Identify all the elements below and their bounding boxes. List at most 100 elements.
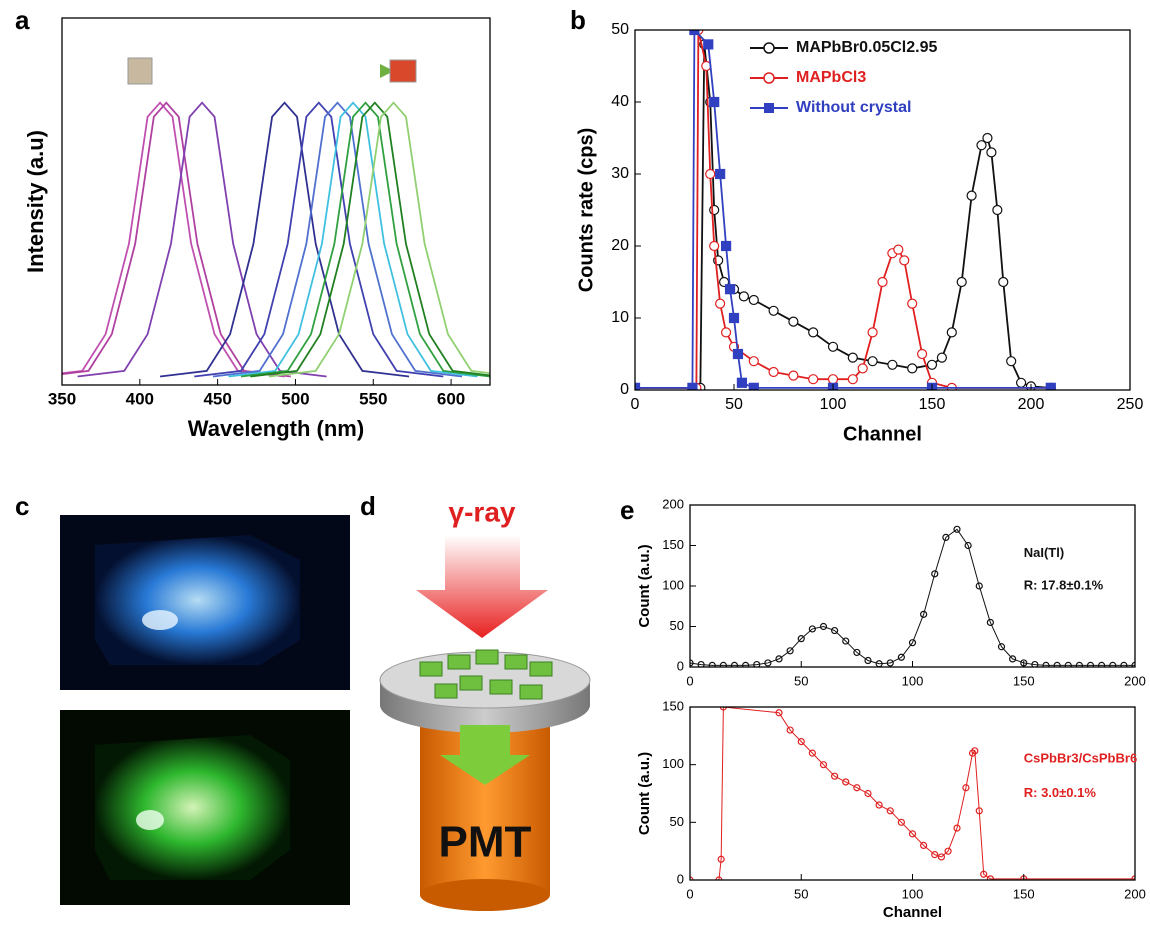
marker xyxy=(827,341,839,352)
legend-label: Without crystal xyxy=(796,99,911,116)
x-tick-label: 350 xyxy=(48,389,76,408)
y-tick-label: 200 xyxy=(662,496,684,511)
marker xyxy=(899,255,910,266)
x-tick-label: 400 xyxy=(126,389,154,408)
marker xyxy=(857,363,868,374)
marker xyxy=(797,635,805,643)
marker xyxy=(953,824,961,832)
y-tick-label: 30 xyxy=(611,165,629,182)
x-tick-label: 0 xyxy=(686,673,693,688)
marker xyxy=(728,312,740,324)
marker xyxy=(808,749,816,757)
annotation: R: 17.8±0.1% xyxy=(1024,577,1104,592)
marker xyxy=(877,276,888,288)
x-tick-label: 0 xyxy=(686,886,693,901)
series-line xyxy=(62,101,285,378)
marker xyxy=(867,327,878,338)
x-tick-label: 150 xyxy=(1013,886,1035,901)
marker xyxy=(968,749,977,757)
marker xyxy=(886,807,894,815)
marker xyxy=(942,533,950,542)
x-tick-label: 200 xyxy=(1124,673,1146,688)
plot-area xyxy=(635,30,1056,390)
panel-label: a xyxy=(15,5,30,35)
y-tick-label: 100 xyxy=(662,756,684,771)
x-tick-label: 450 xyxy=(203,389,231,408)
x-tick-label: 50 xyxy=(794,886,808,901)
marker xyxy=(819,622,828,631)
marker xyxy=(886,659,894,667)
marker xyxy=(920,841,928,850)
marker xyxy=(956,276,967,288)
y-tick-label: 0 xyxy=(677,871,684,886)
marker xyxy=(897,653,905,661)
marker xyxy=(831,626,839,635)
marker xyxy=(908,830,917,838)
x-axis-title: Channel xyxy=(843,423,922,445)
marker xyxy=(736,377,748,388)
axes-frame xyxy=(61,17,491,386)
x-tick-label: 500 xyxy=(281,389,309,408)
series-line xyxy=(159,101,410,378)
annotation: CsPbBr3/CsPbBr6 xyxy=(1024,750,1137,765)
y-tick-label: 50 xyxy=(670,618,684,633)
marker xyxy=(788,370,799,381)
detector-label: PMT xyxy=(439,818,532,867)
series-line xyxy=(690,528,1135,666)
marker xyxy=(720,240,732,252)
marker xyxy=(887,359,898,370)
marker xyxy=(1086,661,1095,667)
marker xyxy=(709,240,720,252)
marker xyxy=(1045,382,1056,390)
plot-area xyxy=(690,525,1135,667)
marker xyxy=(931,570,939,578)
marker xyxy=(864,656,872,665)
marker xyxy=(635,382,641,390)
photo-green xyxy=(60,710,350,905)
marker xyxy=(730,661,739,667)
marker xyxy=(1131,661,1135,667)
marker xyxy=(827,374,839,385)
marker xyxy=(753,660,761,667)
x-tick-label: 600 xyxy=(437,389,465,408)
marker xyxy=(709,204,720,216)
y-tick-label: 50 xyxy=(611,21,629,38)
marker xyxy=(1006,356,1017,367)
x-tick-label: 50 xyxy=(725,396,743,413)
marker xyxy=(748,294,759,306)
marker xyxy=(916,348,928,360)
y-tick-label: 0 xyxy=(677,658,684,673)
marker xyxy=(982,132,993,144)
marker xyxy=(715,298,726,309)
y-tick-label: 10 xyxy=(611,309,629,326)
marker xyxy=(962,784,970,792)
marker xyxy=(775,655,783,663)
series-line xyxy=(268,101,490,378)
marker xyxy=(1015,377,1027,388)
marker xyxy=(926,359,938,370)
panel-label: b xyxy=(570,5,586,35)
marker xyxy=(908,639,917,647)
marker xyxy=(842,637,850,645)
x-tick-label: 0 xyxy=(631,396,640,413)
marker xyxy=(768,366,779,378)
marker xyxy=(937,853,946,861)
y-tick-label: 150 xyxy=(662,537,684,552)
marker xyxy=(1131,875,1135,880)
y-tick-label: 40 xyxy=(611,93,629,110)
legend-marker xyxy=(763,42,775,54)
marker xyxy=(975,582,983,590)
series-line xyxy=(635,30,1051,389)
y-axis-title: Count (a.u.) xyxy=(636,544,653,627)
marker xyxy=(687,382,698,390)
marker xyxy=(720,327,732,338)
x-axis-title: Wavelength (nm) xyxy=(188,416,364,441)
marker xyxy=(775,709,783,717)
x-tick-label: 100 xyxy=(902,673,924,688)
marker xyxy=(1064,661,1072,667)
marker xyxy=(875,801,883,809)
axes-frame xyxy=(634,29,1131,391)
marker xyxy=(715,168,726,180)
marker xyxy=(931,851,939,859)
